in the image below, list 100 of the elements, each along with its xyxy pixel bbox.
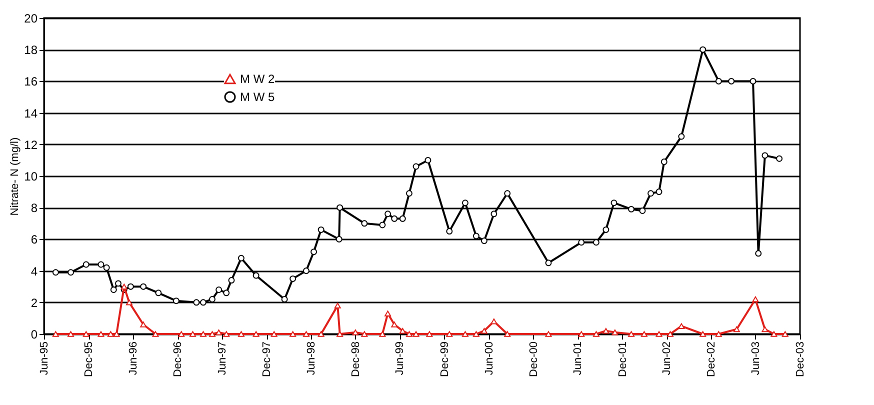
point xyxy=(462,200,468,206)
point xyxy=(52,331,59,337)
point xyxy=(172,298,180,304)
x-tick-label: Dec-01 xyxy=(616,342,629,377)
x-tick-label: Dec-96 xyxy=(172,342,184,377)
x-tick-label: Dec-02 xyxy=(706,342,718,377)
point xyxy=(578,239,585,246)
point xyxy=(462,331,468,337)
point xyxy=(82,331,90,337)
x-tick-label: Jun-98 xyxy=(305,342,318,376)
point xyxy=(140,283,147,290)
point xyxy=(103,264,110,271)
x-tick-label: Jun-99 xyxy=(394,342,406,376)
x-tick-label: Dec-98 xyxy=(350,342,362,377)
point xyxy=(107,331,114,337)
point xyxy=(126,300,132,306)
point xyxy=(602,328,610,334)
point xyxy=(200,331,206,337)
point xyxy=(666,331,674,337)
point xyxy=(238,254,244,262)
legend-label: M W 5 xyxy=(240,90,275,104)
point xyxy=(755,250,762,257)
point xyxy=(152,331,159,337)
point xyxy=(762,326,768,332)
point xyxy=(612,330,618,336)
point xyxy=(412,163,420,170)
y-tick-label: 6 xyxy=(30,232,38,247)
point xyxy=(656,331,662,337)
x-tick-label: Dec-03 xyxy=(794,342,806,377)
point xyxy=(424,156,432,164)
y-tick-label: 16 xyxy=(24,74,38,89)
point xyxy=(762,152,768,159)
point xyxy=(113,331,120,337)
legend-label: M W 2 xyxy=(240,72,275,86)
point xyxy=(700,331,706,337)
point xyxy=(610,200,618,206)
point xyxy=(223,290,230,296)
point xyxy=(391,322,398,328)
x-tick-label: Jun-00 xyxy=(483,342,496,376)
point xyxy=(648,190,654,197)
y-tick-label: 18 xyxy=(24,43,38,58)
point xyxy=(209,331,216,337)
x-tick-label: Jun-02 xyxy=(661,342,674,376)
point xyxy=(115,280,122,287)
point xyxy=(628,331,635,337)
y-tick-label: 0 xyxy=(30,328,38,342)
point xyxy=(545,331,552,337)
point xyxy=(228,277,235,284)
point xyxy=(776,155,783,162)
point xyxy=(82,261,90,268)
point xyxy=(782,331,788,337)
point xyxy=(140,322,147,328)
point xyxy=(270,331,278,337)
point xyxy=(480,328,488,334)
point xyxy=(238,331,244,337)
point xyxy=(504,190,511,197)
point xyxy=(302,268,310,274)
point xyxy=(281,296,288,302)
x-tick-label: Dec-95 xyxy=(83,342,96,377)
point xyxy=(640,331,648,337)
point xyxy=(472,232,480,240)
x-tick-label: Jun-01 xyxy=(572,342,584,376)
point xyxy=(490,210,498,218)
point xyxy=(592,331,600,337)
point xyxy=(412,331,420,337)
y-tick-label: 2 xyxy=(30,296,38,310)
point xyxy=(472,331,480,337)
point xyxy=(399,328,406,334)
point xyxy=(399,215,406,222)
point xyxy=(361,220,368,227)
point xyxy=(68,331,74,337)
point xyxy=(318,331,324,337)
point xyxy=(190,331,196,337)
point xyxy=(68,269,74,276)
point xyxy=(252,331,260,337)
point xyxy=(216,286,222,293)
point xyxy=(290,331,296,337)
point xyxy=(352,330,359,336)
point xyxy=(656,188,662,196)
point xyxy=(384,310,392,316)
y-tick-label: 8 xyxy=(30,201,38,216)
point xyxy=(504,331,511,337)
point xyxy=(678,323,685,329)
point xyxy=(178,331,185,337)
point xyxy=(602,226,610,233)
point xyxy=(446,331,453,337)
point xyxy=(384,210,392,218)
point xyxy=(336,236,342,242)
y-tick-label: 4 xyxy=(30,264,38,278)
point xyxy=(660,158,668,166)
point xyxy=(545,260,552,266)
point xyxy=(334,302,341,308)
point xyxy=(252,272,260,279)
x-tick-label: Jun-96 xyxy=(128,342,140,376)
point xyxy=(110,286,117,293)
point xyxy=(490,318,498,324)
point xyxy=(98,331,104,337)
point xyxy=(628,206,635,212)
point xyxy=(639,208,646,214)
point xyxy=(391,215,398,222)
